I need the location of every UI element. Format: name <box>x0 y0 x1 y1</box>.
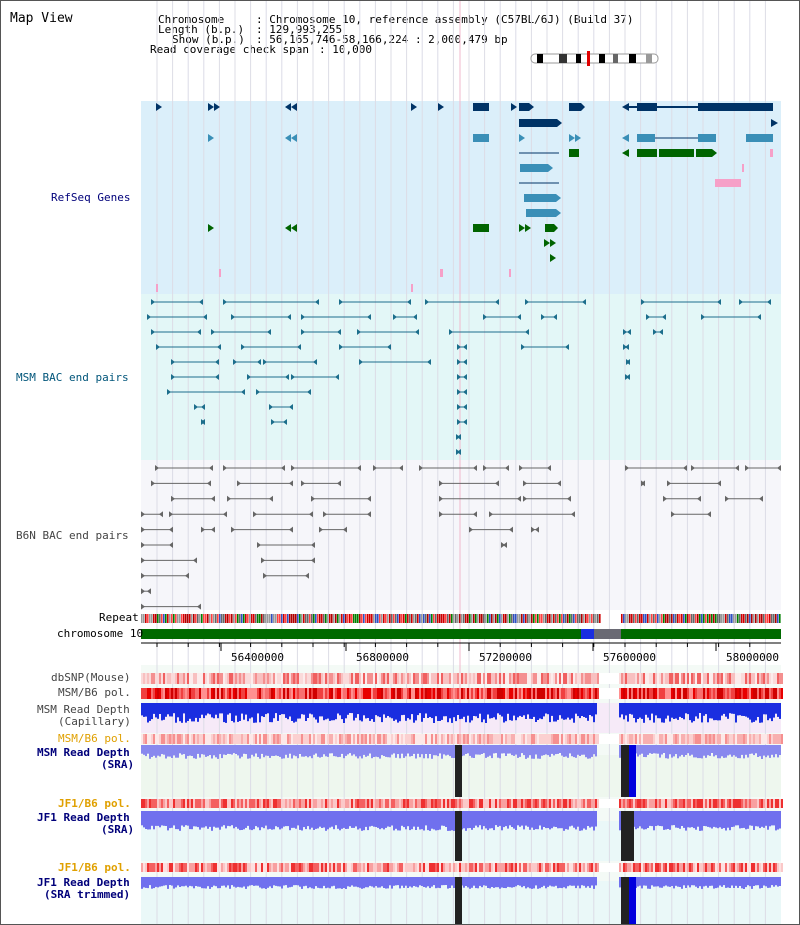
axis-tick-label: 57200000 <box>479 651 532 664</box>
axis-tick-label: 56800000 <box>356 651 409 664</box>
length-value: : 129,993,255 <box>256 23 343 36</box>
show-label: Show (b.p.) <box>172 33 245 46</box>
msm-bac-track[interactable] <box>147 299 771 455</box>
length-label: Length (b.p.) <box>158 23 245 36</box>
track-label-jf1-b6-pol-2: JF1/B6 pol. <box>58 861 131 874</box>
chromosome-label: Chromosome <box>158 13 225 26</box>
track-label-msm-bac: MSM BAC end pairs <box>16 371 129 384</box>
b6n-bac-track-bg <box>141 460 781 610</box>
track-label-b6n-bac: B6N BAC end pairs <box>16 529 129 542</box>
axis-tick-label: 57600000 <box>603 651 656 664</box>
track-label-msm-depth-cap: MSM Read Depth <box>37 703 130 716</box>
track-label-chromosome: chromosome 10 <box>57 627 144 640</box>
axis-tick-label: 58000000 <box>726 651 779 664</box>
axis-tick-label: 56400000 <box>231 651 284 664</box>
track-label-jf1-depth-trim: JF1 Read Depth <box>37 876 130 889</box>
show-value: : 56,165,746-58,166,224 : 2,000,479 bp <box>256 33 508 46</box>
track-label-jf1-depth-sra-sub: (SRA) <box>101 823 135 836</box>
chromosome-value: : Chromosome 10, reference assembly (C57… <box>256 13 634 26</box>
grid-lines <box>156 1 766 924</box>
refseq-track-bg <box>141 101 781 294</box>
track-label-jf1-b6-pol: JF1/B6 pol. <box>58 797 131 810</box>
track-label-msm-b6-pol-2: MSM/B6 pol. <box>58 732 131 745</box>
b6n-bac-track[interactable] <box>141 465 781 610</box>
chromosome-ideogram <box>530 51 659 66</box>
refseq-genes-track[interactable] <box>156 103 778 292</box>
repeat-track <box>141 614 781 623</box>
coverage-value: : 10,000 <box>319 43 372 56</box>
polymorphism-heatmaps <box>141 673 783 872</box>
chromosome-gap-gray <box>594 629 621 639</box>
coverage-label: Read coverage check span <box>150 43 309 56</box>
track-label-msm-depth-sra-sub: (SRA) <box>101 758 135 771</box>
track-label-msm-b6-pol: MSM/B6 pol. <box>58 686 131 699</box>
track-label-jf1-depth-trim-sub: (SRA trimmed) <box>44 888 131 901</box>
chromosome-bar <box>141 629 781 639</box>
chromosome-gap-blue <box>581 629 594 639</box>
track-label-jf1-depth-sra: JF1 Read Depth <box>37 811 130 824</box>
track-label-refseq: RefSeq Genes <box>51 191 131 204</box>
track-label-msm-depth-cap-sub: (Capillary) <box>58 715 131 728</box>
map-view-title: Map View <box>10 11 73 26</box>
track-label-msm-depth-sra: MSM Read Depth <box>37 746 130 759</box>
read-depth-tracks <box>141 703 781 924</box>
position-axis: 56400000 56800000 57200000 57600000 58000000 <box>141 642 781 664</box>
track-label-repeat: Repeat <box>99 611 139 624</box>
track-label-dbsnp: dbSNP(Mouse) <box>51 671 131 684</box>
